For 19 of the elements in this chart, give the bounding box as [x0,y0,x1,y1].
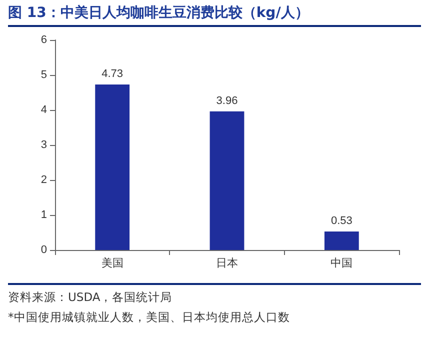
text: *中国使用城镇就业人数，美国、日本均使用总人口数 [8,310,291,325]
bar [324,231,359,250]
y-tick-label: 1 [40,209,47,221]
data-label: 0.53 [330,214,352,227]
y-tick-label: 3 [40,139,47,151]
x-tick-label: 日本 [216,256,238,270]
chart-title: 图 13：中美日人均咖啡生豆消费比较（kg/人） [8,4,421,27]
y-tick-label: 2 [40,174,47,186]
bar [95,84,130,250]
x-tick-label: 中国 [330,256,353,270]
y-tick-label: 6 [40,34,47,46]
y-tick-label: 0 [40,244,47,256]
y-tick-label: 4 [40,104,47,116]
data-label: 4.73 [102,68,124,80]
y-tick-label: 5 [40,69,47,81]
text: 资料来源：USDA，各国统计局 [8,290,174,305]
data-label: 3.96 [216,94,238,107]
bar [210,111,244,250]
x-tick-label: 美国 [101,256,124,270]
